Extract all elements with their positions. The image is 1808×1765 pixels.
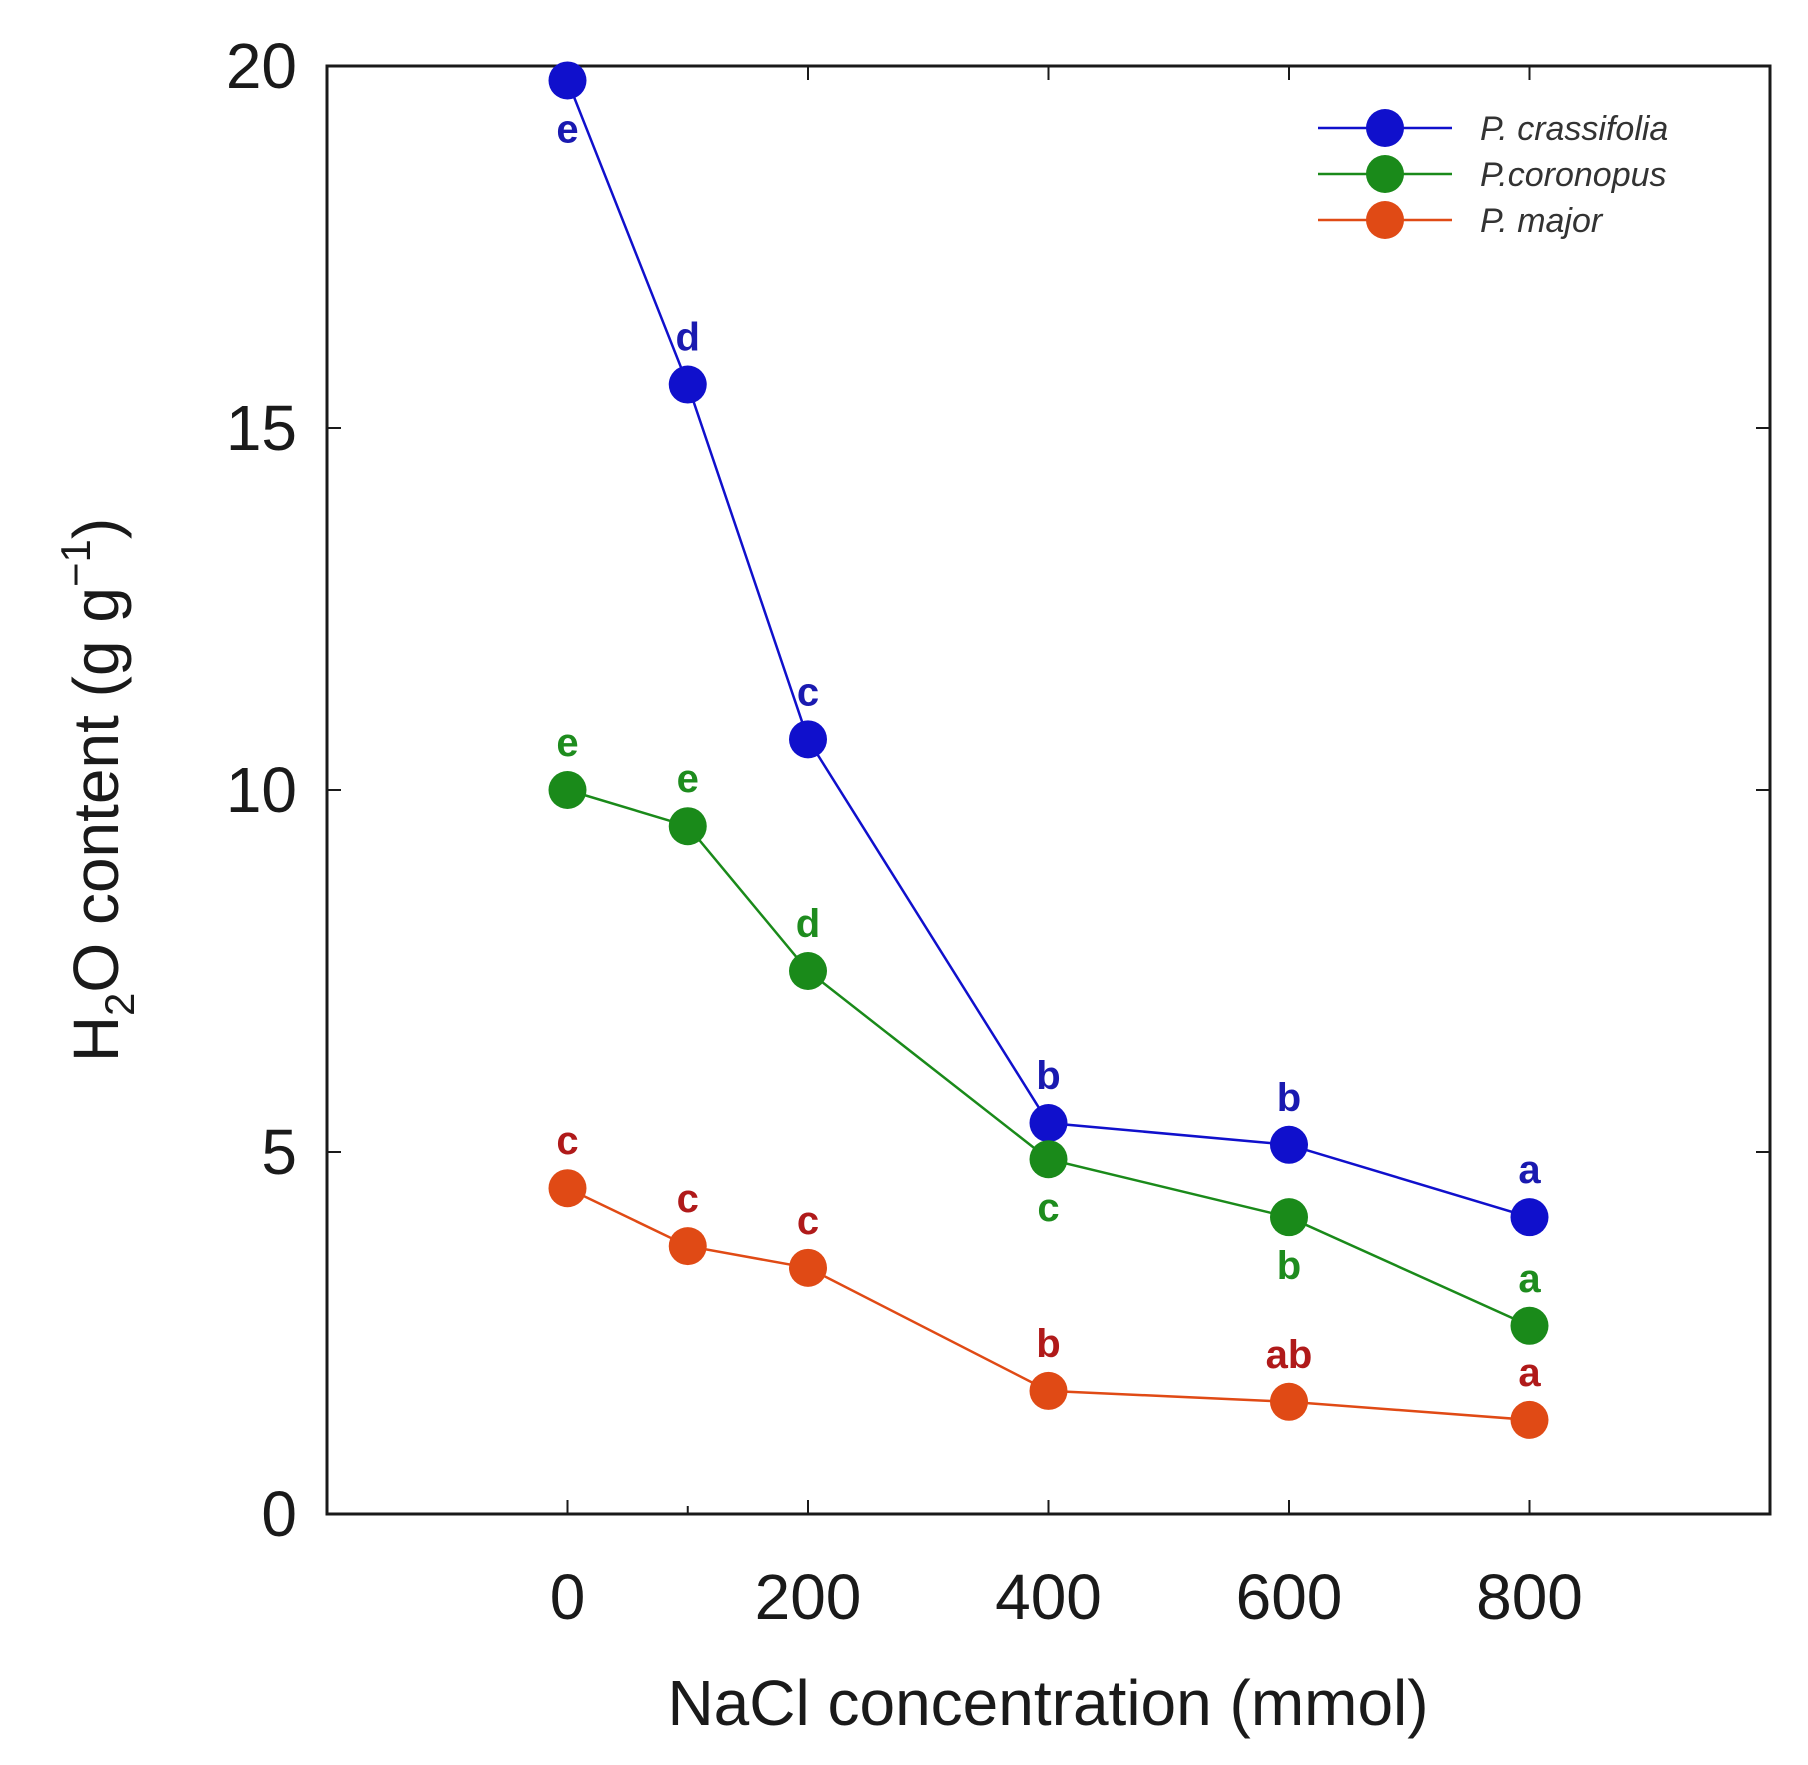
significance-letter: b: [1277, 1244, 1301, 1288]
significance-letter: a: [1518, 1351, 1541, 1395]
x-tick-label: 0: [550, 1561, 586, 1633]
y-tick-label: 0: [261, 1478, 297, 1550]
plot-frame: [325, 64, 1772, 1516]
legend: P. crassifolia P.coronopus P. major: [1318, 109, 1668, 240]
significance-letter: c: [556, 1119, 578, 1163]
significance-letter: ab: [1266, 1333, 1313, 1377]
data-point: [1510, 1400, 1549, 1439]
data-point: [1270, 1198, 1308, 1237]
significance-letter: e: [556, 107, 578, 151]
y-tick-label: 5: [261, 1116, 297, 1188]
series-line: [566, 1187, 1530, 1422]
significance-letter: e: [677, 757, 699, 801]
data-point: [1510, 1306, 1549, 1345]
y-axis-title-main: O content (g g: [60, 587, 132, 993]
series-line: [567, 788, 1531, 1327]
y-axis-title-superscript: −1: [52, 539, 99, 587]
significance-letters: e d c b b a e e d c b a c c c b ab a: [556, 107, 1541, 1394]
y-tick-label: 15: [226, 392, 297, 464]
legend-marker: [1366, 155, 1404, 193]
significance-letter: a: [1518, 1257, 1541, 1301]
significance-letter: b: [1277, 1076, 1301, 1120]
legend-item: P. crassifolia: [1318, 109, 1668, 148]
series-p-crassifolia: [548, 61, 1549, 1237]
data-point: [668, 807, 707, 846]
legend-item: P. major: [1318, 201, 1604, 240]
data-point: [668, 365, 707, 404]
x-tick-label: 400: [995, 1561, 1102, 1633]
legend-label: P.coronopus: [1480, 156, 1667, 194]
x-tick-label: 800: [1476, 1561, 1583, 1633]
data-point: [548, 61, 587, 100]
y-tick-label: 20: [226, 30, 297, 102]
x-axis-title: NaCl concentration (mmol): [667, 1667, 1428, 1739]
data-point: [789, 720, 827, 759]
series-p-coronopus: [548, 771, 1549, 1345]
significance-letter: b: [1036, 1054, 1060, 1098]
data-point: [1270, 1382, 1308, 1421]
y-axis-title-subscript: 2: [96, 993, 143, 1016]
significance-letter: d: [676, 316, 700, 360]
legend-item: P.coronopus: [1318, 155, 1667, 194]
data-point: [1029, 1371, 1068, 1410]
data-point: [1510, 1198, 1549, 1237]
significance-letter: c: [797, 670, 819, 714]
series-line: [566, 80, 1530, 1219]
y-axis-title-prefix: H: [60, 1016, 132, 1062]
y-axis-title: H2O content (g g−1): [52, 518, 143, 1062]
significance-letter: c: [1037, 1186, 1059, 1230]
significance-letter: c: [677, 1177, 699, 1221]
x-tick-label: 600: [1236, 1561, 1343, 1633]
legend-marker: [1366, 109, 1404, 147]
legend-label: P. crassifolia: [1480, 110, 1668, 148]
x-tick-label: 200: [755, 1561, 862, 1633]
legend-label: P. major: [1480, 202, 1604, 240]
data-point: [548, 1169, 587, 1208]
series-p-major: [548, 1169, 1549, 1439]
data-point: [1270, 1125, 1308, 1164]
legend-marker: [1366, 201, 1404, 239]
data-point: [789, 952, 827, 990]
significance-letter: b: [1036, 1322, 1060, 1366]
data-point: [548, 771, 587, 809]
significance-letter: d: [796, 902, 820, 946]
data-point: [668, 1227, 707, 1266]
data-point: [1029, 1104, 1068, 1143]
y-tick-label: 10: [226, 754, 297, 826]
significance-letter: e: [556, 721, 578, 765]
data-point: [789, 1248, 827, 1287]
y-axis-title-suffix: ): [60, 518, 132, 539]
significance-letter: a: [1518, 1148, 1541, 1192]
series-layer: [548, 61, 1549, 1439]
data-point: [1029, 1140, 1068, 1179]
significance-letter: c: [797, 1199, 819, 1243]
